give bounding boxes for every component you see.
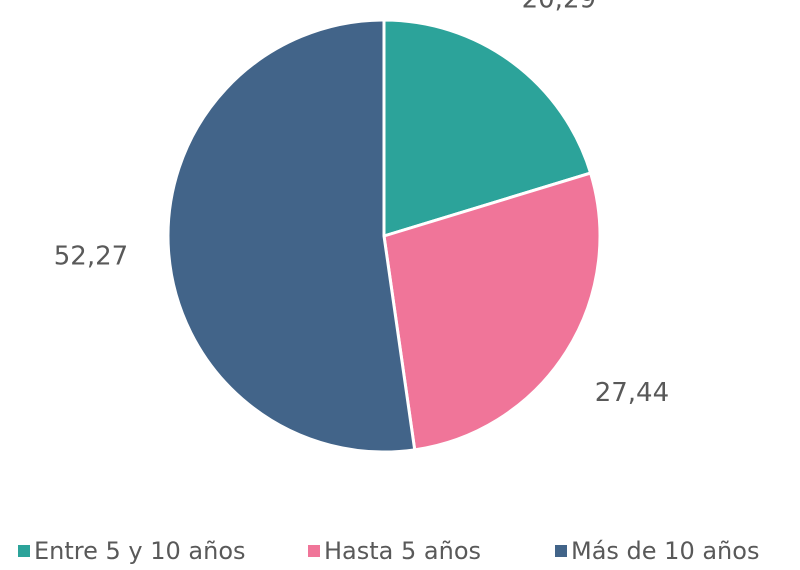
legend-swatch (555, 545, 567, 557)
legend-label: Más de 10 años (571, 537, 759, 565)
legend-label: Entre 5 y 10 años (34, 537, 246, 565)
pie-slice (382, 18, 593, 239)
pie-slice (382, 171, 602, 452)
legend-swatch (18, 545, 30, 557)
data-label: 27,44 (595, 378, 669, 408)
data-label: 20,29 (522, 0, 596, 14)
legend-label: Hasta 5 años (324, 537, 481, 565)
pie-slice (166, 18, 417, 454)
legend-swatch (308, 545, 320, 557)
data-label: 52,27 (54, 241, 128, 271)
